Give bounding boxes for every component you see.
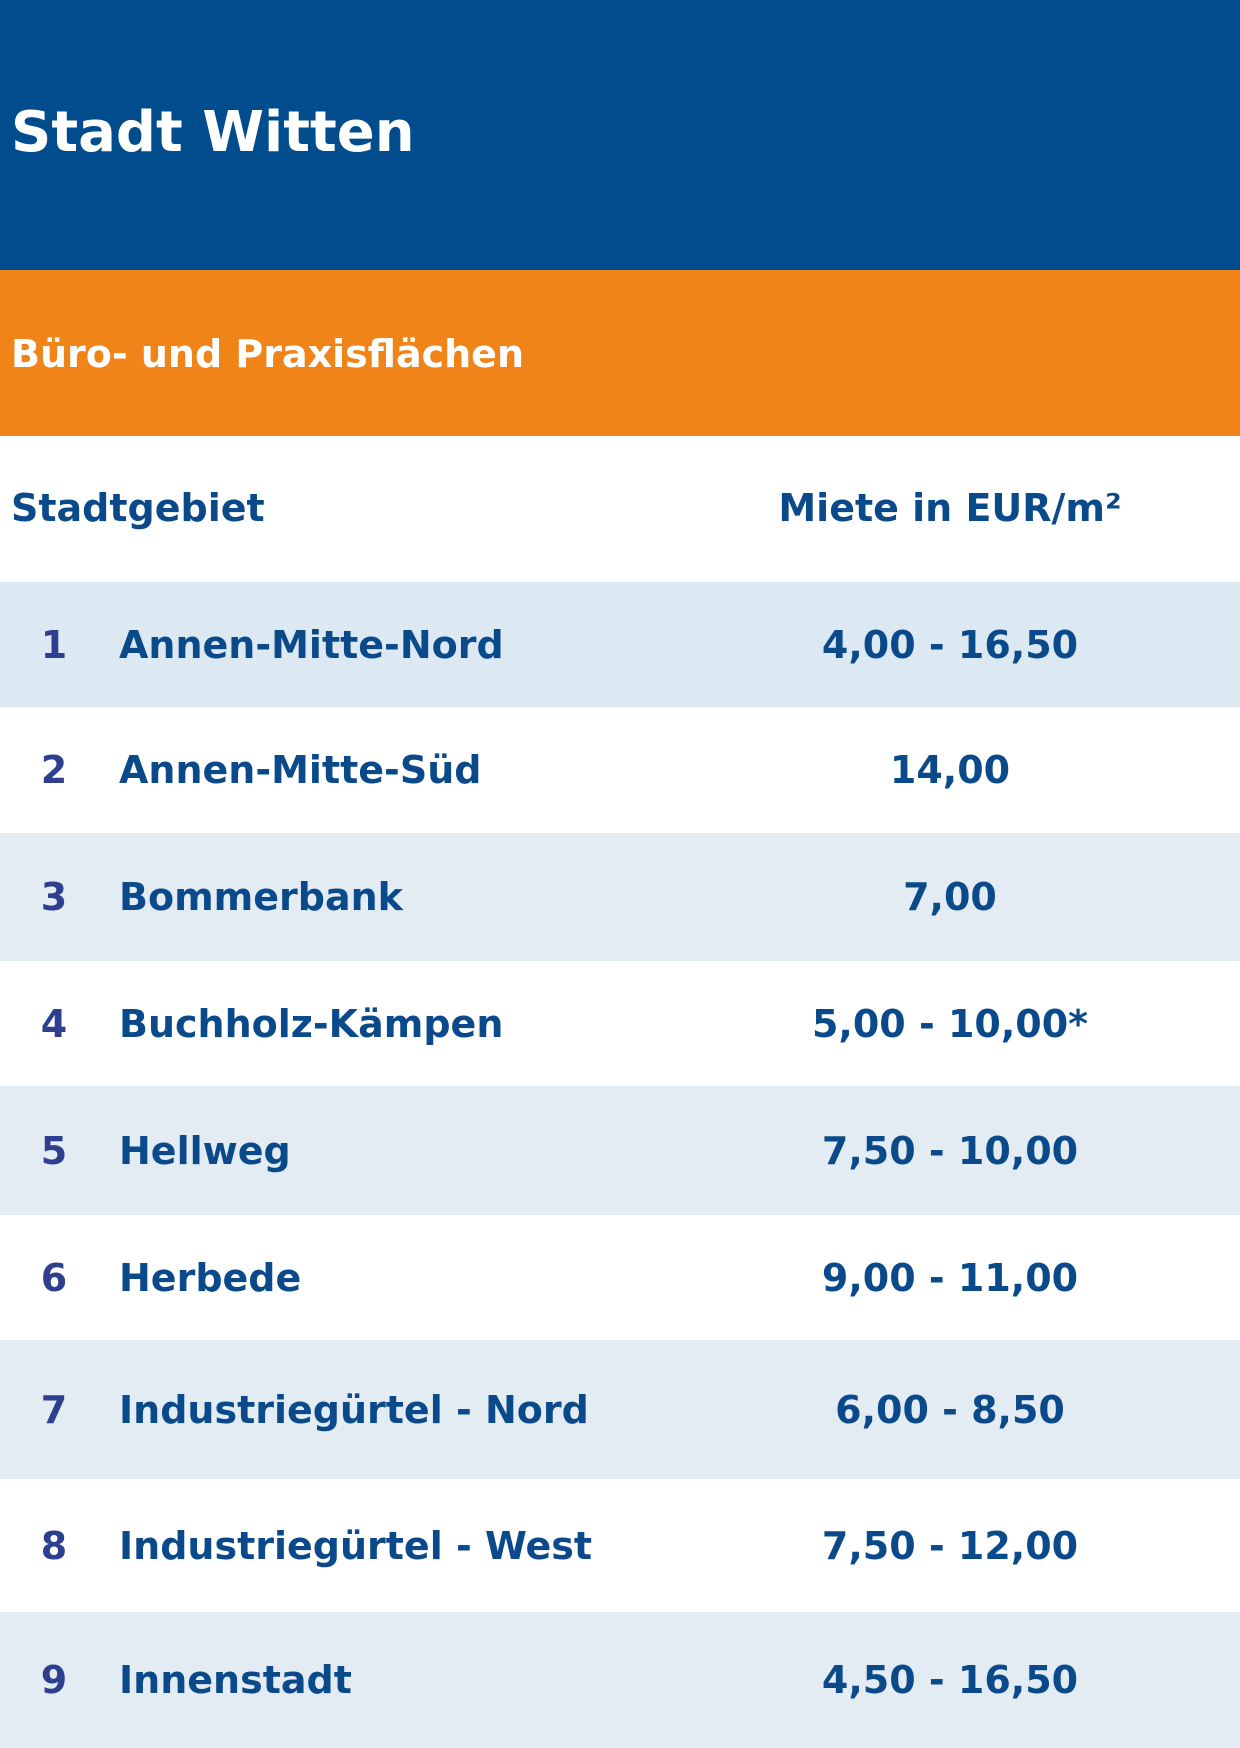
row-number: 1 bbox=[40, 622, 68, 667]
row-number: 3 bbox=[40, 875, 68, 919]
district-name: Hellweg bbox=[119, 1128, 291, 1173]
table-row: 6 Herbede 9,00 - 11,00 bbox=[0, 1215, 1240, 1340]
district-name: Innenstadt bbox=[119, 1658, 352, 1702]
row-number: 7 bbox=[40, 1387, 68, 1432]
table-row: 2 Annen-Mitte-Süd 14,00 bbox=[0, 707, 1240, 833]
table-row: 8 Industriegürtel - West 7,50 - 12,00 bbox=[0, 1479, 1240, 1612]
row-number: 9 bbox=[40, 1658, 68, 1702]
rent-value: 14,00 bbox=[889, 748, 1011, 792]
district-name: Annen-Mitte-Nord bbox=[119, 622, 504, 667]
district-name: Industriegürtel - West bbox=[119, 1523, 593, 1568]
table-row: 9 Innenstadt 4,50 - 16,50 bbox=[0, 1612, 1240, 1748]
table-header: Stadtgebiet Miete in EUR/m² bbox=[0, 436, 1240, 582]
rent-value: 6,00 - 8,50 bbox=[835, 1387, 1065, 1432]
table-row: 1 Annen-Mitte-Nord 4,00 - 16,50 bbox=[0, 582, 1240, 707]
page-title: Stadt Witten bbox=[11, 100, 415, 165]
row-number: 4 bbox=[40, 1001, 68, 1046]
table-row: 3 Bommerbank 7,00 bbox=[0, 833, 1240, 961]
rent-value: 4,50 - 16,50 bbox=[821, 1658, 1079, 1702]
district-name: Bommerbank bbox=[119, 875, 403, 919]
category-band: Büro- und Praxisflächen bbox=[0, 270, 1240, 436]
row-number: 5 bbox=[40, 1128, 68, 1173]
district-name: Industriegürtel - Nord bbox=[119, 1387, 589, 1432]
rent-value: 9,00 - 11,00 bbox=[821, 1255, 1079, 1300]
title-band: Stadt Witten bbox=[0, 0, 1240, 270]
row-number: 2 bbox=[40, 748, 68, 792]
district-name: Herbede bbox=[119, 1255, 302, 1300]
column-header-district: Stadtgebiet bbox=[11, 486, 265, 530]
district-name: Annen-Mitte-Süd bbox=[119, 748, 482, 792]
row-number: 6 bbox=[40, 1255, 68, 1300]
table-row: 5 Hellweg 7,50 - 10,00 bbox=[0, 1086, 1240, 1215]
rent-value: 7,00 bbox=[903, 875, 997, 919]
table-body: 1 Annen-Mitte-Nord 4,00 - 16,50 2 Annen-… bbox=[0, 582, 1240, 1748]
category-title: Büro- und Praxisflächen bbox=[11, 332, 524, 376]
row-number: 8 bbox=[40, 1523, 68, 1568]
rent-value: 5,00 - 10,00* bbox=[811, 1001, 1089, 1046]
rent-value: 4,00 - 16,50 bbox=[821, 622, 1079, 667]
table-row: 4 Buchholz-Kämpen 5,00 - 10,00* bbox=[0, 961, 1240, 1086]
table-row: 7 Industriegürtel - Nord 6,00 - 8,50 bbox=[0, 1340, 1240, 1479]
rent-value: 7,50 - 12,00 bbox=[821, 1523, 1079, 1568]
district-name: Buchholz-Kämpen bbox=[119, 1001, 504, 1046]
rent-value: 7,50 - 10,00 bbox=[821, 1128, 1079, 1173]
column-header-rent: Miete in EUR/m² bbox=[778, 486, 1122, 530]
